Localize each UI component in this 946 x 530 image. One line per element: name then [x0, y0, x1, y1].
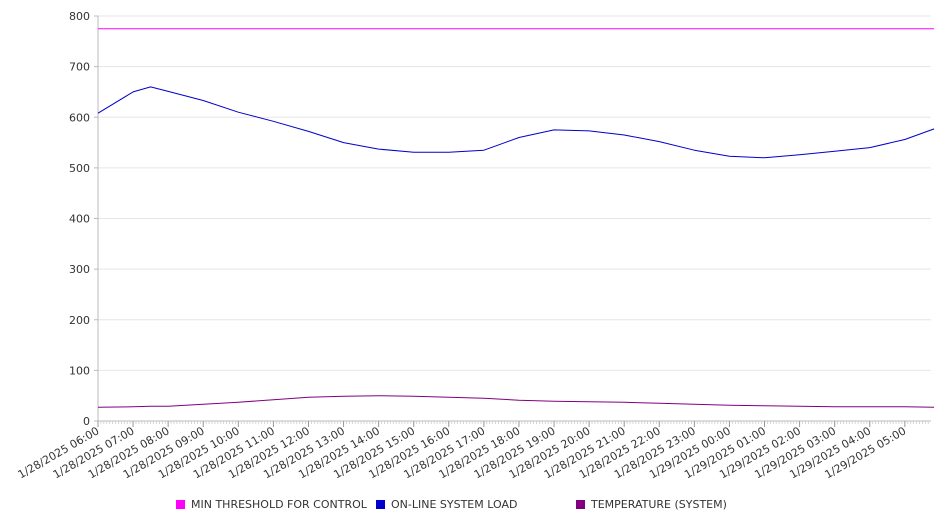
legend-swatch-system-load — [376, 500, 385, 509]
legend-item-system-load[interactable]: ON-LINE SYSTEM LOAD — [376, 498, 517, 511]
legend-item-min-threshold[interactable]: MIN THRESHOLD FOR CONTROL — [176, 498, 367, 511]
y-tick-label-200: 200 — [69, 314, 90, 327]
y-tick-labels: 0 100 200 300 400 500 600 700 800 — [69, 10, 90, 428]
legend-label-system-load: ON-LINE SYSTEM LOAD — [391, 498, 518, 511]
y-tick-label-400: 400 — [69, 213, 90, 226]
series-line-2 — [97, 395, 935, 408]
legend-label-temperature: TEMPERATURE (SYSTEM) — [591, 498, 727, 511]
legend-swatch-temperature — [576, 500, 585, 509]
series-lines — [97, 28, 935, 408]
legend: MIN THRESHOLD FOR CONTROL ON-LINE SYSTEM… — [0, 498, 946, 514]
legend-swatch-min-threshold — [176, 500, 185, 509]
gridlines — [98, 15, 931, 371]
y-tick-label-700: 700 — [69, 61, 90, 74]
axes — [94, 15, 931, 427]
y-tick-label-600: 600 — [69, 111, 90, 124]
x-tick-labels: 1/28/2025 06:001/28/2025 07:001/28/2025 … — [16, 424, 909, 481]
y-tick-label-0: 0 — [83, 415, 90, 428]
y-tick-label-500: 500 — [69, 162, 90, 175]
y-tick-label-800: 800 — [69, 10, 90, 23]
series-line-1 — [97, 86, 935, 159]
legend-item-temperature[interactable]: TEMPERATURE (SYSTEM) — [576, 498, 727, 511]
y-tick-label-100: 100 — [69, 364, 90, 377]
legend-label-min-threshold: MIN THRESHOLD FOR CONTROL — [191, 498, 367, 511]
y-tick-label-300: 300 — [69, 263, 90, 276]
